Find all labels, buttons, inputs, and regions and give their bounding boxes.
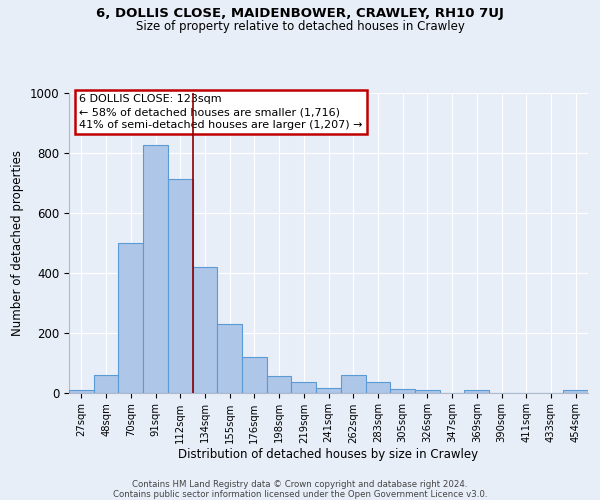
Bar [292,382,316,392]
Text: Contains public sector information licensed under the Open Government Licence v3: Contains public sector information licen… [113,490,487,499]
X-axis label: Distribution of detached houses by size in Crawley: Distribution of detached houses by size … [178,448,479,461]
Bar [217,324,242,392]
Bar [69,390,94,392]
Text: Size of property relative to detached houses in Crawley: Size of property relative to detached ho… [136,20,464,33]
Bar [464,390,489,392]
Text: Contains HM Land Registry data © Crown copyright and database right 2024.: Contains HM Land Registry data © Crown c… [132,480,468,489]
Bar [94,374,118,392]
Bar [341,374,365,392]
Bar [365,382,390,392]
Bar [193,267,217,392]
Bar [168,179,193,392]
Text: 6, DOLLIS CLOSE, MAIDENBOWER, CRAWLEY, RH10 7UJ: 6, DOLLIS CLOSE, MAIDENBOWER, CRAWLEY, R… [96,8,504,20]
Bar [563,390,588,392]
Bar [390,389,415,392]
Y-axis label: Number of detached properties: Number of detached properties [11,150,24,336]
Bar [242,357,267,392]
Bar [415,390,440,392]
Bar [143,145,168,392]
Bar [118,242,143,392]
Bar [267,376,292,392]
Text: 6 DOLLIS CLOSE: 123sqm
← 58% of detached houses are smaller (1,716)
41% of semi-: 6 DOLLIS CLOSE: 123sqm ← 58% of detached… [79,94,363,130]
Bar [316,388,341,392]
